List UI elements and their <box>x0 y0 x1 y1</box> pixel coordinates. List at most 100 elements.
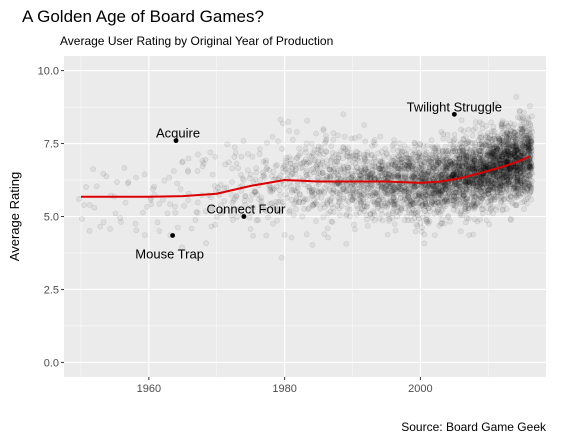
scatter-point <box>384 201 391 207</box>
scatter-point <box>498 121 505 127</box>
scatter-point <box>171 203 178 210</box>
scatter-point <box>378 148 385 155</box>
scatter-point <box>368 185 374 192</box>
scatter-point <box>230 207 237 213</box>
scatter-point <box>343 152 350 159</box>
scatter-point <box>364 174 371 181</box>
scatter-point <box>395 166 402 173</box>
scatter-point <box>470 231 476 238</box>
scatter-point <box>385 170 392 177</box>
scatter-point <box>353 211 360 218</box>
scatter-point <box>287 160 294 167</box>
scatter-point <box>527 103 533 110</box>
scatter-point <box>389 214 396 221</box>
scatter-point <box>362 166 369 172</box>
scatter-point <box>386 197 393 204</box>
scatter-point <box>320 125 327 132</box>
scatter-point <box>525 166 532 173</box>
scatter-point <box>218 208 225 214</box>
scatter-point <box>233 192 240 199</box>
scatter-point <box>337 166 344 173</box>
scatter-point <box>356 191 363 198</box>
scatter-point <box>346 157 353 163</box>
scatter-point <box>320 201 327 208</box>
scatter-point <box>343 211 350 218</box>
scatter-point <box>507 215 514 222</box>
scatter-point <box>342 173 349 180</box>
scatter-point <box>525 138 531 145</box>
scatter-point <box>355 188 362 195</box>
scatter-point <box>457 126 464 133</box>
scatter-point <box>362 173 369 180</box>
scatter-point <box>517 193 523 199</box>
scatter-point <box>357 165 364 172</box>
scatter-point <box>91 204 98 211</box>
scatter-point <box>328 173 334 180</box>
scatter-point <box>344 204 351 211</box>
scatter-point <box>421 240 428 247</box>
scatter-point <box>384 174 391 181</box>
scatter-point <box>202 156 209 163</box>
chart-subtitle: Average User Rating by Original Year of … <box>60 34 333 48</box>
scatter-point <box>362 166 369 173</box>
scatter-point <box>375 203 382 210</box>
scatter-point <box>441 220 448 227</box>
scatter-point <box>389 198 395 205</box>
scatter-point <box>328 195 335 202</box>
scatter-point <box>371 154 378 161</box>
scatter-point <box>457 228 464 235</box>
scatter-point <box>358 198 365 205</box>
scatter-point <box>309 202 316 209</box>
scatter-point <box>252 176 259 183</box>
scatter-point <box>398 159 405 166</box>
scatter-point <box>327 196 334 203</box>
scatter-point <box>239 175 246 182</box>
scatter-point <box>341 133 348 140</box>
scatter-point <box>364 170 371 177</box>
scatter-point <box>340 186 346 192</box>
scatter-point <box>348 183 355 190</box>
scatter-point <box>297 160 304 167</box>
scatter-point <box>391 194 397 201</box>
scatter-point <box>448 197 455 203</box>
scatter-point <box>252 189 259 195</box>
scatter-point <box>341 168 347 175</box>
scatter-point <box>390 157 397 164</box>
scatter-point <box>524 194 531 201</box>
scatter-point <box>382 165 389 171</box>
scatter-point <box>235 165 241 171</box>
scatter-point <box>429 154 436 161</box>
scatter-point <box>394 152 401 158</box>
scatter-point <box>262 159 269 166</box>
scatter-point <box>333 169 339 176</box>
scatter-point <box>356 188 363 195</box>
scatter-point <box>263 232 270 239</box>
scatter-point <box>382 189 389 196</box>
scatter-point <box>380 196 387 203</box>
scatter-point <box>314 165 321 172</box>
scatter-point <box>348 174 355 181</box>
scatter-point <box>483 217 490 224</box>
scatter-point <box>379 172 385 178</box>
scatter-point <box>388 187 395 194</box>
scatter-point <box>385 161 392 168</box>
scatter-point <box>416 189 423 196</box>
scatter-point <box>436 165 443 171</box>
scatter-point <box>340 186 347 193</box>
scatter-point <box>415 145 422 151</box>
scatter-point <box>382 184 388 191</box>
scatter-point <box>444 214 451 221</box>
scatter-point <box>372 191 379 198</box>
scatter-point <box>335 154 342 161</box>
scatter-point <box>174 180 181 187</box>
x-axis-ticks: 1960 1980 2000 <box>137 377 433 395</box>
scatter-point <box>332 151 339 158</box>
scatter-point <box>244 167 251 174</box>
scatter-point <box>308 192 315 199</box>
scatter-point <box>374 205 381 211</box>
scatter-point <box>288 171 295 177</box>
scatter-point <box>503 173 510 180</box>
scatter-point <box>352 152 359 159</box>
scatter-point <box>192 216 199 223</box>
scatter-point <box>307 158 314 165</box>
